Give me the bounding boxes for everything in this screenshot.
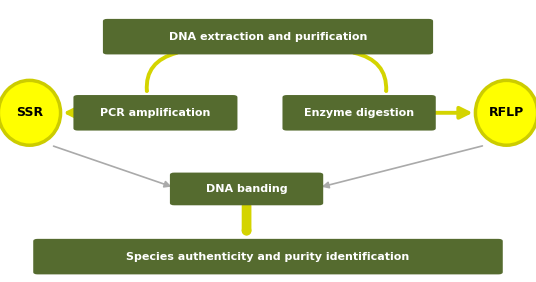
FancyBboxPatch shape xyxy=(33,239,503,274)
Text: SSR: SSR xyxy=(16,106,43,119)
FancyBboxPatch shape xyxy=(73,95,237,131)
Text: PCR amplification: PCR amplification xyxy=(100,108,211,118)
Ellipse shape xyxy=(0,80,61,145)
Text: DNA banding: DNA banding xyxy=(206,184,287,194)
FancyBboxPatch shape xyxy=(103,19,433,54)
Text: Species authenticity and purity identification: Species authenticity and purity identifi… xyxy=(126,252,410,262)
FancyBboxPatch shape xyxy=(282,95,436,131)
Ellipse shape xyxy=(475,80,536,145)
Text: RFLP: RFLP xyxy=(489,106,524,119)
FancyBboxPatch shape xyxy=(170,173,323,205)
Text: Enzyme digestion: Enzyme digestion xyxy=(304,108,414,118)
FancyArrowPatch shape xyxy=(147,53,177,91)
FancyArrowPatch shape xyxy=(354,53,386,91)
Text: DNA extraction and purification: DNA extraction and purification xyxy=(169,32,367,42)
